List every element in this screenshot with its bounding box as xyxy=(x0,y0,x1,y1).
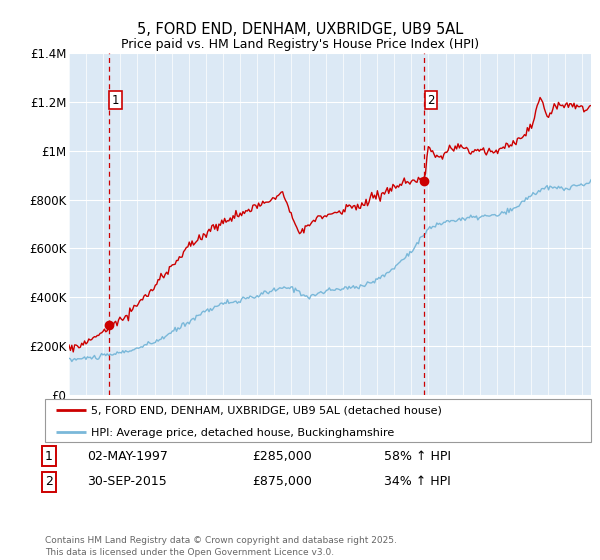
Text: 2: 2 xyxy=(427,94,435,107)
Text: £285,000: £285,000 xyxy=(252,450,312,463)
Text: 5, FORD END, DENHAM, UXBRIDGE, UB9 5AL: 5, FORD END, DENHAM, UXBRIDGE, UB9 5AL xyxy=(137,22,463,38)
Text: Contains HM Land Registry data © Crown copyright and database right 2025.
This d: Contains HM Land Registry data © Crown c… xyxy=(45,536,397,557)
Text: 02-MAY-1997: 02-MAY-1997 xyxy=(87,450,168,463)
Text: 2: 2 xyxy=(45,475,53,488)
Text: 34% ↑ HPI: 34% ↑ HPI xyxy=(384,475,451,488)
Text: 1: 1 xyxy=(112,94,119,107)
Text: 5, FORD END, DENHAM, UXBRIDGE, UB9 5AL (detached house): 5, FORD END, DENHAM, UXBRIDGE, UB9 5AL (… xyxy=(91,406,442,416)
Text: £875,000: £875,000 xyxy=(252,475,312,488)
Text: 58% ↑ HPI: 58% ↑ HPI xyxy=(384,450,451,463)
Text: 30-SEP-2015: 30-SEP-2015 xyxy=(87,475,167,488)
Text: 1: 1 xyxy=(45,450,53,463)
Text: Price paid vs. HM Land Registry's House Price Index (HPI): Price paid vs. HM Land Registry's House … xyxy=(121,38,479,50)
FancyBboxPatch shape xyxy=(45,399,591,442)
Text: HPI: Average price, detached house, Buckinghamshire: HPI: Average price, detached house, Buck… xyxy=(91,428,395,438)
